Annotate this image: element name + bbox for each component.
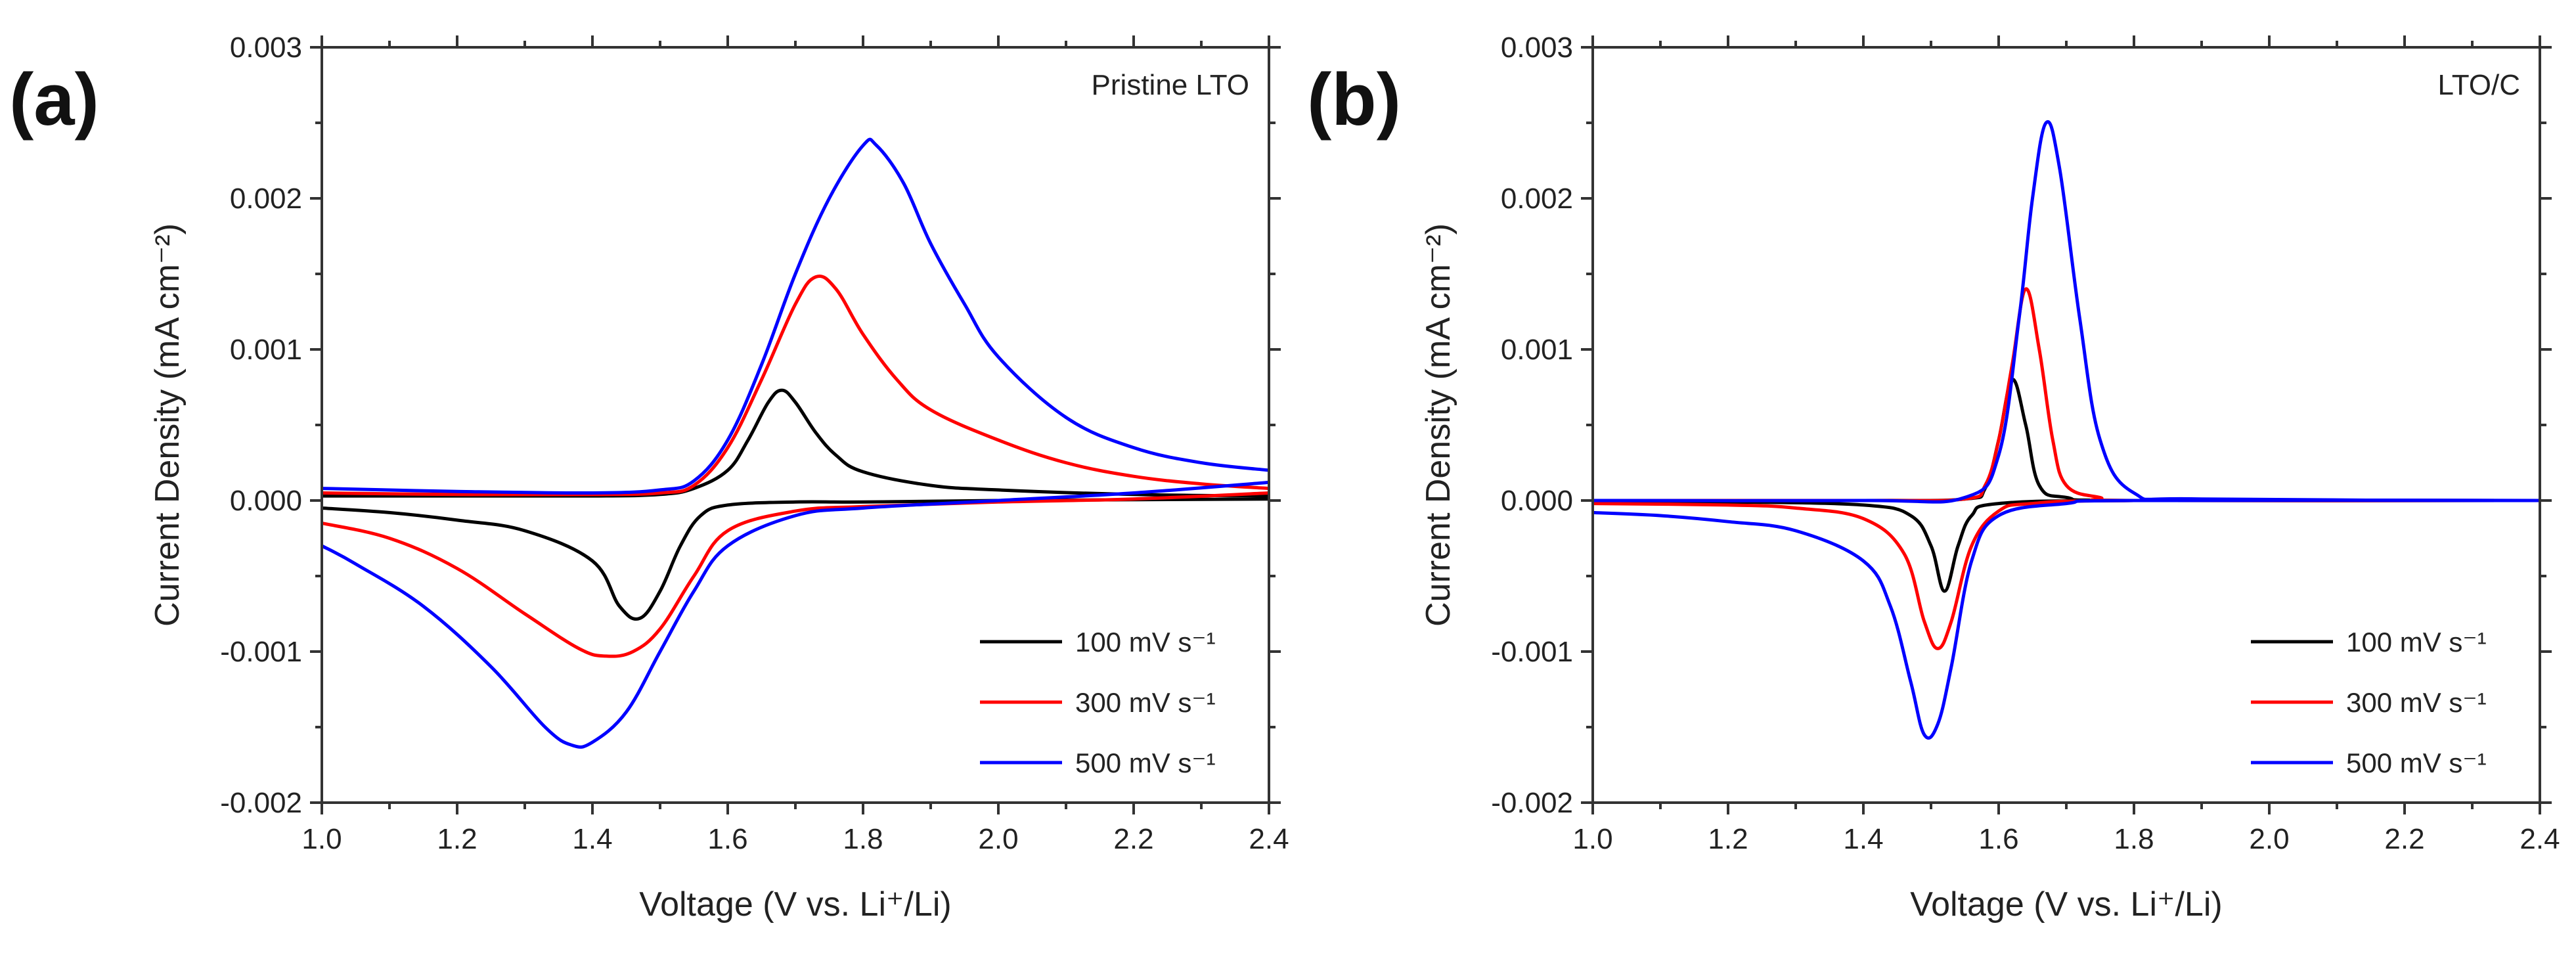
y-tick-label: -0.001: [220, 636, 302, 668]
y-axis-title: Current Density (mA cm⁻²): [148, 223, 187, 627]
x-tick-label: 2.0: [978, 823, 1018, 855]
y-tick-label: 0.002: [230, 183, 302, 215]
x-tick-label: 1.0: [1572, 823, 1612, 855]
x-tick-label: 2.0: [2249, 823, 2289, 855]
x-tick-label: 1.0: [301, 823, 342, 855]
legend: 100 mV s⁻¹ 300 mV s⁻¹ 500 mV s⁻¹: [2251, 627, 2487, 778]
series-line-2-cathodic: [322, 491, 1269, 658]
sample-label: LTO/C: [2437, 69, 2520, 101]
panel-label: (a): [9, 58, 99, 141]
series-line-3-anodic: [1593, 120, 2540, 504]
x-tick-label: 1.8: [843, 823, 883, 855]
y-tick-label: 0.003: [1501, 32, 1573, 64]
x-tick-label: 2.2: [2384, 823, 2424, 855]
y-tick-label: 0.002: [1501, 183, 1573, 215]
series-line-1-cathodic: [1593, 499, 2540, 593]
series-group: [1593, 120, 2540, 740]
series-line-3-cathodic: [1593, 499, 2540, 740]
panel-label: (b): [1307, 58, 1401, 141]
y-tick-label: -0.002: [1491, 787, 1573, 819]
panel-b: 1.0 1.2 1.4 1.6 1.8 2.0 2.2 2.4 -0.002 -0.001 0.00…: [1307, 32, 2560, 924]
y-tick-label: 0.003: [230, 32, 302, 64]
x-tick-label: 1.8: [2114, 823, 2154, 855]
legend-label-3: 500 mV s⁻¹: [2346, 747, 2487, 778]
y-tick-label: 0.000: [230, 485, 302, 517]
legend-label-1: 100 mV s⁻¹: [2346, 627, 2487, 657]
x-tick-label: 1.2: [1708, 823, 1748, 855]
series-line-2-anodic: [1593, 287, 2540, 502]
x-tick-label: 2.4: [1249, 823, 1289, 855]
y-axis-title: Current Density (mA cm⁻²): [1419, 223, 1457, 627]
sample-label: Pristine LTO: [1092, 69, 1249, 101]
x-tick-label: 1.2: [437, 823, 477, 855]
x-tick-label: 1.6: [707, 823, 747, 855]
y-tick-label: -0.001: [1491, 636, 1573, 668]
x-axis-title: Voltage (V vs. Li⁺/Li): [639, 885, 951, 924]
legend-label-2: 300 mV s⁻¹: [2346, 687, 2487, 718]
x-tick-label: 2.4: [2520, 823, 2560, 855]
y-tick-label: 0.001: [230, 334, 302, 366]
legend-label-3: 500 mV s⁻¹: [1075, 747, 1216, 778]
y-tick-label: -0.002: [220, 787, 302, 819]
x-tick-label: 1.6: [1978, 823, 2018, 855]
series-line-1-anodic: [322, 388, 1269, 498]
series-line-1-anodic: [1593, 378, 2540, 502]
series-line-3-anodic: [322, 137, 1269, 495]
x-axis-title: Voltage (V vs. Li⁺/Li): [1910, 885, 2222, 924]
series-group: [322, 137, 1269, 749]
y-tick-label: 0.000: [1501, 485, 1573, 517]
y-tick-label: 0.001: [1501, 334, 1573, 366]
series-line-1-cathodic: [322, 497, 1269, 621]
panel-a: 1.0 1.2 1.4 1.6 1.8 2.0 2.2 2.4 -0.002 -0.001 0.00…: [9, 32, 1289, 924]
x-tick-label: 1.4: [572, 823, 612, 855]
series-line-3-cathodic: [322, 480, 1269, 749]
x-tick-label: 1.4: [1843, 823, 1883, 855]
legend: 100 mV s⁻¹ 300 mV s⁻¹ 500 mV s⁻¹: [980, 627, 1216, 778]
series-line-2-anodic: [322, 275, 1269, 497]
legend-label-1: 100 mV s⁻¹: [1075, 627, 1216, 657]
legend-label-2: 300 mV s⁻¹: [1075, 687, 1216, 718]
x-tick-label: 2.2: [1113, 823, 1153, 855]
